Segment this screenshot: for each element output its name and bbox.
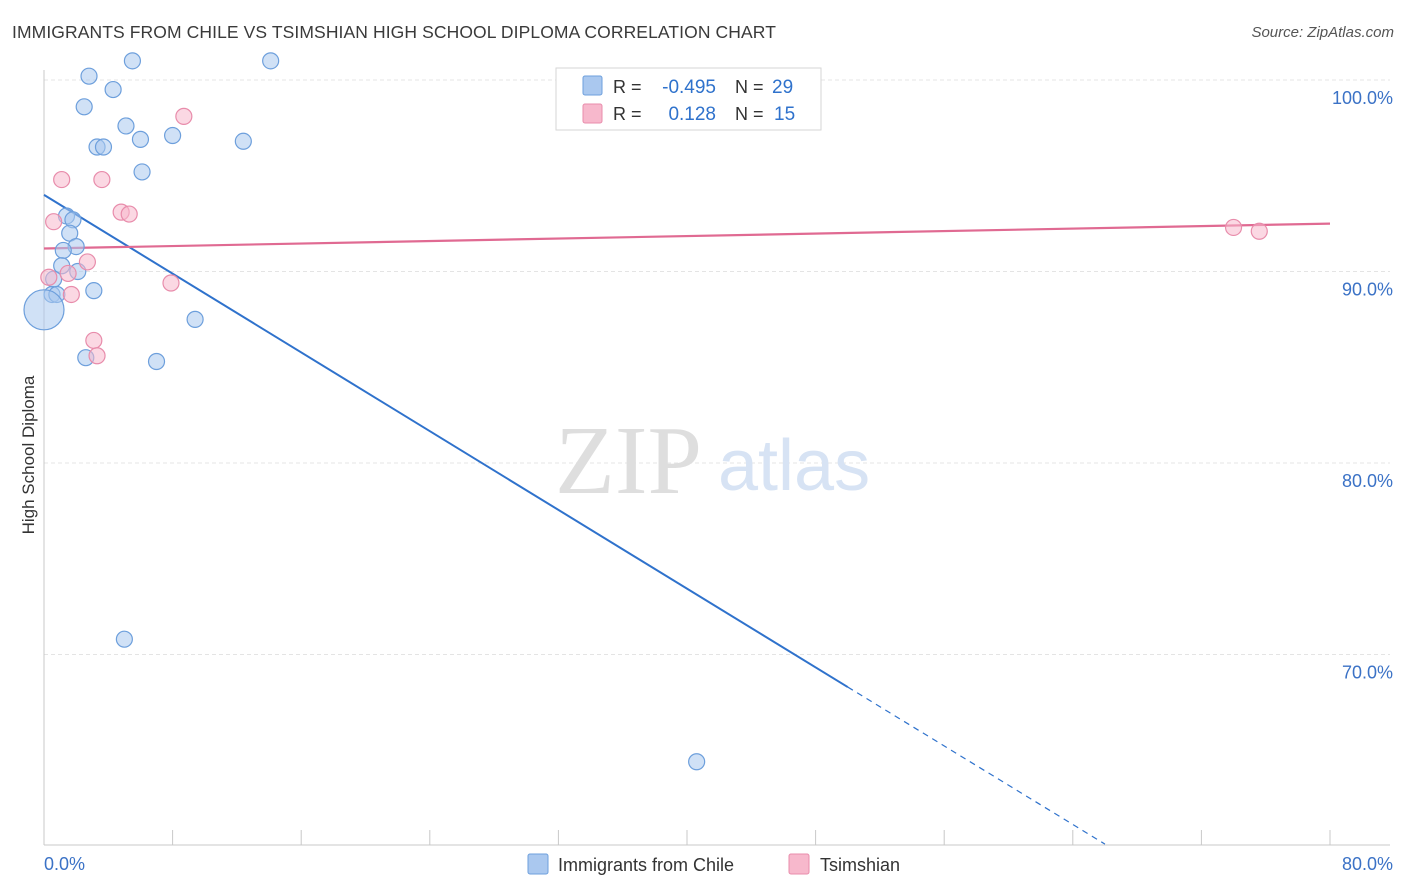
stats-legend-r-value-chile: -0.495 [662,77,716,98]
stats-legend-r-label-chile: R = [613,77,642,97]
point-tsimshian-6 [1224,218,1243,237]
x-tick-labels: 0.0% 80.0% [44,854,1393,874]
point-tsimshian-9 [40,268,58,286]
stats-legend-n-label-tsimshian: N = [735,104,764,124]
y-tick-label-1: 90.0% [1342,280,1393,300]
point-chile-6 [164,126,182,145]
y-tick-labels: 100.0% 90.0% 80.0% 70.0% [1332,88,1393,683]
point-chile-5 [117,117,135,135]
point-tsimshian-0 [175,107,193,125]
stats-legend-n-value-chile: 29 [772,77,793,98]
trend-line-chile [43,194,849,688]
axes [43,70,1390,846]
stats-legend-swatch-chile [582,75,603,96]
y-axis-label: High School Diploma [19,375,38,534]
stats-legend: R = -0.495 N = 29 R = 0.128 N = 15 [555,67,822,131]
point-chile-11 [133,163,151,181]
point-chile-28 [688,753,706,771]
source-credit: Source: ZipAtlas.com [1251,24,1394,41]
point-tsimshian-5 [45,213,63,231]
watermark-atlas: atlas [718,426,870,506]
scatter-points [23,52,1268,771]
series-legend: Immigrants from Chile Tsimshian [527,853,900,875]
y-tick-label-0: 100.0% [1332,88,1393,108]
point-chile-24 [186,310,204,328]
stats-legend-swatch-tsimshian [582,103,603,124]
legend-swatch-chile [527,853,549,875]
grid-lines [44,79,1390,655]
point-tsimshian-14 [88,347,106,365]
stats-legend-n-label-chile: N = [735,77,764,97]
stats-legend-n-value-tsimshian: 15 [774,104,795,125]
chart-title: IMMIGRANTS FROM CHILE VS TSIMSHIAN HIGH … [12,22,777,42]
point-chile-27 [115,630,133,648]
point-tsimshian-12 [62,285,80,304]
point-chile-2 [80,67,98,85]
point-chile-0 [123,52,142,70]
y-tick-label-3: 70.0% [1342,663,1393,683]
point-tsimshian-2 [93,170,111,189]
trend-line-chile-extension [847,686,1106,845]
stats-legend-r-label-tsimshian: R = [613,104,642,124]
legend-swatch-tsimshian [788,853,810,875]
x-tick-label-0: 0.0% [44,854,85,874]
point-tsimshian-1 [53,170,71,189]
x-tick-label-1: 80.0% [1342,854,1393,874]
point-tsimshian-7 [1250,222,1268,240]
stats-legend-r-value-tsimshian: 0.128 [668,104,716,125]
point-tsimshian-13 [85,331,103,350]
point-chile-8 [234,132,252,150]
point-chile-3 [104,80,122,99]
legend-label-chile: Immigrants from Chile [558,855,734,875]
point-chile-1 [262,52,280,70]
point-chile-26 [147,352,166,371]
point-chile-16 [54,241,72,260]
point-tsimshian-10 [59,264,77,283]
point-chile-4 [75,98,93,116]
point-chile-23 [23,289,65,331]
trend-line-tsimshian [43,222,1331,250]
point-chile-10 [94,138,113,156]
point-chile-20 [85,282,103,300]
point-tsimshian-8 [78,253,97,271]
y-tick-label-2: 80.0% [1342,471,1393,491]
point-tsimshian-11 [162,274,180,292]
point-chile-7 [131,130,150,148]
point-tsimshian-4 [120,205,138,223]
trend-lines [43,194,1331,845]
legend-label-tsimshian: Tsimshian [820,855,900,875]
watermark-zip: ZIP [555,407,702,515]
